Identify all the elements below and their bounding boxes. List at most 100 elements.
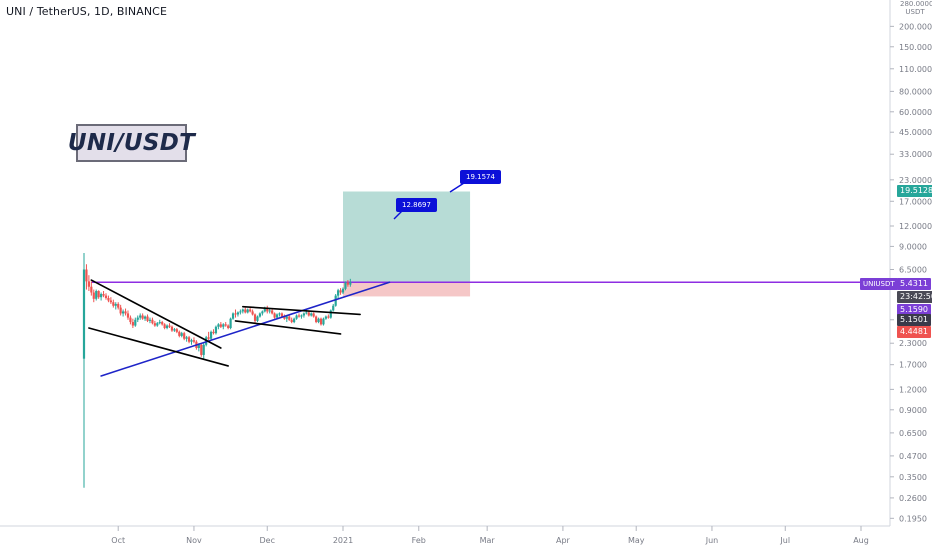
candle-body [244,309,247,313]
candle-body [175,329,178,332]
candle-body [224,324,227,326]
price-axis-tick-label: 0.6500 [899,429,927,438]
level-b-label: 5.1501 [897,314,931,326]
candle-body [197,344,200,349]
candle-body [344,282,347,289]
time-axis-tick-label: Nov [186,536,202,545]
candle-body [100,294,103,298]
stop-price-label: 4.4481 [897,326,931,338]
channel-upper-line[interactable] [242,305,361,316]
candle-body [143,316,147,319]
candle-body [288,316,291,320]
candle-body [327,316,330,318]
candle-body [156,323,159,326]
price-axis-tick-label: 150.0000 [899,43,932,52]
price-axis-tick-label: 2.3000 [899,339,927,348]
candle-body [92,292,95,299]
last-price-label: 5.4311 [897,278,931,290]
wedge-lower-line[interactable] [88,327,229,367]
candle-body [109,300,112,303]
candle-body [293,318,296,323]
price-axis-unit: 280.0000 USDT [900,0,932,16]
candle-body [139,315,142,318]
candle-body [302,313,306,316]
candle-body [278,313,281,315]
candle-body [317,318,320,323]
price-axis-tick-label: 0.1950 [899,514,927,523]
target-price-label: 19.5128 [897,185,932,197]
candle-body [310,313,313,316]
price-axis-tick-label: 12.0000 [899,222,932,231]
callout-upper[interactable]: 19.1574 [460,170,501,184]
candle-body [307,312,310,316]
watermark-text: UNI/USDT [67,130,196,156]
ascending-trendline[interactable] [100,281,391,377]
candle-body [273,313,276,318]
channel-lower-line[interactable] [234,320,342,335]
candle-body [161,322,164,325]
callout-lower[interactable]: 12.8697 [396,198,437,212]
candle-body [261,311,264,314]
candle-body [126,313,130,318]
symbol-tag[interactable]: UNIUSDT [860,278,898,290]
candle-body [329,310,332,318]
candle-body [207,337,210,339]
candle-body [234,313,237,315]
candle-body [178,331,181,336]
time-axis-tick-label: Dec [260,536,275,545]
candle-body [266,307,269,312]
wedge-upper-line[interactable] [90,279,222,349]
candle-body [341,288,345,293]
candle-body [134,319,137,326]
candle-body [119,307,122,314]
candle-body [180,333,183,336]
price-axis-tick-label: 45.0000 [899,128,932,137]
price-axis-tick-label: 9.0000 [899,242,927,251]
candle-body [117,303,120,308]
candle-body [214,326,218,334]
time-axis-tick-label: May [628,536,645,545]
price-axis-tick-label: 200.0000 [899,22,932,31]
price-axis-tick-label: 33.0000 [899,150,932,159]
price-axis-tick-label: 17.0000 [899,197,932,206]
countdown-label: 23:42:50 [897,291,932,303]
watermark-box: UNI/USDT [68,124,195,162]
candle-body [141,315,144,319]
candle-body [229,318,232,329]
callout-upper-pointer [449,182,465,193]
candle-body [334,295,337,306]
candle-body [107,298,110,301]
candle-body [246,309,249,313]
candle-body [202,344,205,355]
candle-body [283,316,286,319]
candle-body [136,317,139,320]
candle-body [151,319,154,324]
price-axis-tick-label: 110.0000 [899,65,932,74]
candle-body [324,316,327,319]
price-axis-unit-label: USDT [905,8,925,16]
candle-body [339,290,342,293]
candle-body [253,314,257,321]
candle-body [212,331,215,334]
time-axis-tick-label: Mar [480,536,496,545]
candle-body [124,311,127,314]
candle-body [305,312,308,314]
candle-body [153,323,156,326]
price-axis-tick-label: 6.5000 [899,266,927,275]
candle-body [217,324,220,327]
candle-body [280,313,284,317]
candle-body [263,307,266,312]
candle-body [251,311,254,315]
candle-body [200,344,203,355]
position-loss-zone[interactable] [343,282,471,297]
candle-body [239,311,242,313]
candle-body [102,294,105,296]
candle-body [285,316,288,319]
candle-body [256,316,259,321]
symbol-title: UNI / TetherUS, 1D, BINANCE [6,5,168,18]
candle-body [104,295,108,299]
candle-body [290,319,293,323]
candle-body [219,324,222,327]
